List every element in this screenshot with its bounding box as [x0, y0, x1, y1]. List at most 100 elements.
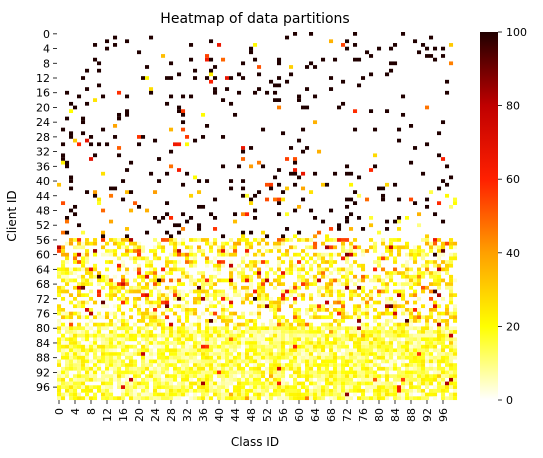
heatmap-cell	[81, 355, 86, 360]
heatmap-cell	[237, 263, 242, 268]
heatmap-cell	[141, 289, 146, 294]
heatmap-cell	[249, 326, 254, 331]
heatmap-cell	[281, 352, 286, 356]
heatmap-cell	[345, 46, 350, 51]
heatmap-cell	[177, 333, 182, 338]
heatmap-cell	[353, 282, 358, 286]
heatmap-cell	[389, 271, 394, 275]
y-tick-label: 88	[36, 352, 50, 365]
x-tick-label: 72	[341, 408, 354, 422]
heatmap-cell	[309, 32, 314, 36]
heatmap-cell	[273, 322, 278, 327]
heatmap-cell	[205, 377, 210, 382]
heatmap-cell	[421, 355, 426, 360]
heatmap-cell	[77, 285, 82, 290]
heatmap-cell	[365, 363, 370, 367]
heatmap-cell	[257, 289, 262, 294]
heatmap-cell	[241, 149, 246, 154]
heatmap-cell	[277, 308, 282, 312]
heatmap-cell	[309, 344, 314, 349]
heatmap-cell	[157, 296, 162, 301]
heatmap-cell	[393, 322, 398, 327]
heatmap-cell	[221, 241, 226, 246]
heatmap-cell	[453, 374, 458, 378]
heatmap-cell	[277, 396, 282, 401]
heatmap-cell	[241, 193, 246, 198]
heatmap-cell	[169, 289, 174, 294]
heatmap-cell	[137, 381, 142, 386]
heatmap-cell	[237, 385, 242, 390]
heatmap-cell	[137, 252, 142, 257]
heatmap-cell	[169, 94, 174, 99]
heatmap-cell	[69, 131, 74, 136]
heatmap-cell	[309, 355, 314, 360]
heatmap-cell	[225, 76, 230, 80]
heatmap-cell	[345, 252, 350, 257]
heatmap-cell	[189, 377, 194, 382]
heatmap-cell	[221, 377, 226, 382]
heatmap-cell	[221, 333, 226, 338]
heatmap-cell	[425, 319, 430, 323]
heatmap-cell	[137, 282, 142, 286]
heatmap-cell	[133, 396, 138, 401]
heatmap-cell	[409, 315, 414, 320]
heatmap-cell	[61, 396, 66, 401]
heatmap-cell	[253, 396, 258, 401]
heatmap-cell	[73, 377, 78, 382]
heatmap-cell	[161, 355, 166, 360]
heatmap-cell	[397, 138, 402, 143]
heatmap-cell	[121, 315, 126, 320]
heatmap-cell	[189, 359, 194, 364]
heatmap-cell	[373, 352, 378, 356]
heatmap-cell	[153, 308, 158, 312]
heatmap-cell	[381, 193, 386, 198]
heatmap-cell	[301, 249, 306, 253]
heatmap-cell	[417, 278, 422, 283]
heatmap-cell	[349, 385, 354, 390]
heatmap-cell	[253, 216, 258, 220]
heatmap-cell	[301, 319, 306, 323]
heatmap-cell	[325, 285, 330, 290]
heatmap-cell	[125, 348, 130, 353]
heatmap-cell	[321, 344, 326, 349]
heatmap-cell	[345, 249, 350, 253]
heatmap-cell	[213, 330, 218, 334]
heatmap-cell	[225, 370, 230, 375]
heatmap-cell	[433, 241, 438, 246]
heatmap-cell	[433, 348, 438, 353]
heatmap-cell	[381, 392, 386, 397]
heatmap-cell	[105, 396, 110, 401]
heatmap-cell	[245, 337, 250, 342]
heatmap-cell	[69, 101, 74, 106]
heatmap-cell	[125, 267, 130, 272]
heatmap-cell	[169, 322, 174, 327]
heatmap-cell	[269, 182, 274, 187]
heatmap-cell	[369, 396, 374, 401]
heatmap-cell	[373, 260, 378, 264]
heatmap-cell	[381, 366, 386, 371]
heatmap-cell	[189, 348, 194, 353]
heatmap-cell	[205, 289, 210, 294]
heatmap-cell	[325, 300, 330, 305]
heatmap-cell	[97, 337, 102, 342]
heatmap-cell	[189, 333, 194, 338]
heatmap-cell	[281, 289, 286, 294]
heatmap-cell	[237, 90, 242, 95]
heatmap-cell	[437, 348, 442, 353]
heatmap-cell	[313, 330, 318, 334]
heatmap-cell	[301, 238, 306, 242]
heatmap-cell	[225, 252, 230, 257]
heatmap-cell	[317, 149, 322, 154]
heatmap-cell	[197, 326, 202, 331]
heatmap-cell	[85, 392, 90, 397]
heatmap-cell	[189, 337, 194, 342]
heatmap-cell	[397, 293, 402, 298]
heatmap-cell	[365, 352, 370, 356]
heatmap-cell	[109, 282, 114, 286]
heatmap-cell	[361, 374, 366, 378]
heatmap-cell	[333, 260, 338, 264]
heatmap-cell	[417, 267, 422, 272]
heatmap-cell	[97, 355, 102, 360]
heatmap-cell	[117, 256, 122, 261]
x-tick-label: 4	[69, 408, 82, 415]
